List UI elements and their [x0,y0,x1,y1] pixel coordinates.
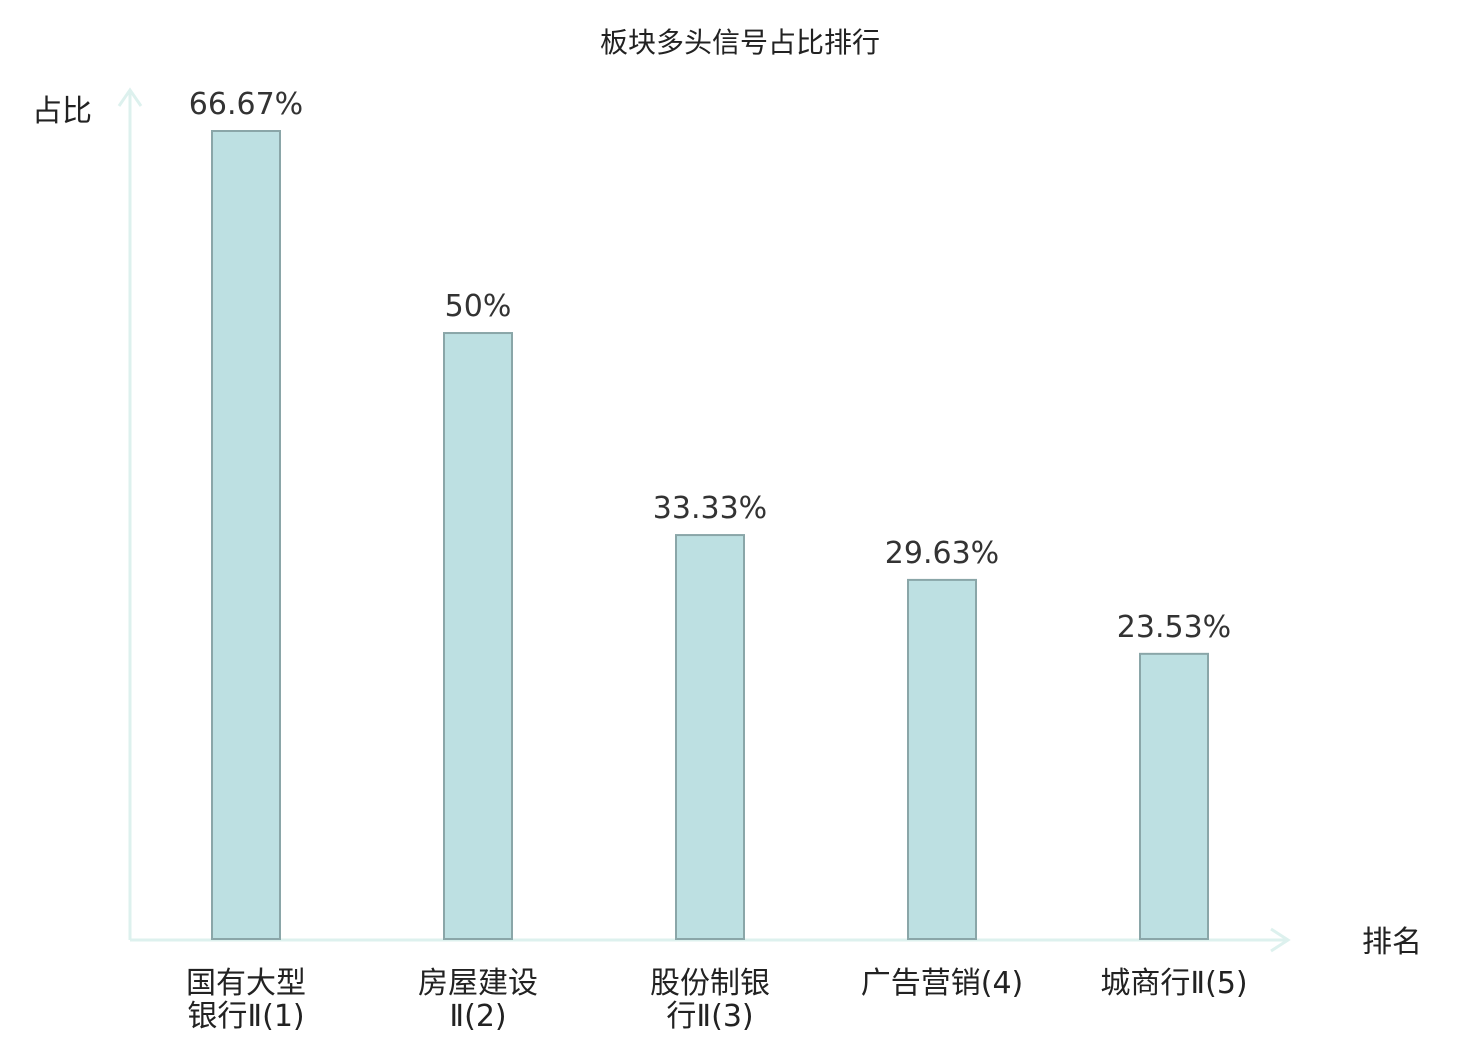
x-axis-arrow-icon [1270,927,1291,953]
bar-5 [1139,652,1209,941]
bar-1 [211,130,281,940]
category-label-2: 房屋建设 [418,966,538,1001]
y-axis-arrow-icon [117,87,143,107]
y-axis-label: 占比 [32,94,92,129]
bar-value-label-3: 33.33% [653,491,767,526]
bar-value-label-5: 23.53% [1117,610,1231,645]
category-label-line2-2: Ⅱ(2) [449,999,506,1034]
category-label-5: 城商行Ⅱ(5) [1100,966,1247,1001]
bar-value-label-4: 29.63% [885,536,999,571]
x-axis-label: 排名 [1362,925,1422,960]
category-label-1: 国有大型 [186,966,306,1001]
bar-value-label-2: 50% [445,289,512,324]
category-label-4: 广告营销(4) [861,966,1024,1001]
chart-title: 板块多头信号占比排行 [600,26,880,59]
category-label-line2-1: 银行Ⅱ(1) [187,999,304,1034]
bar-2 [443,332,513,941]
bar-4 [907,578,977,940]
bar-3 [675,534,745,940]
category-label-3: 股份制银 [650,966,770,1001]
bar-value-label-1: 66.67% [189,87,303,122]
category-label-line2-3: 行Ⅱ(3) [666,999,753,1034]
